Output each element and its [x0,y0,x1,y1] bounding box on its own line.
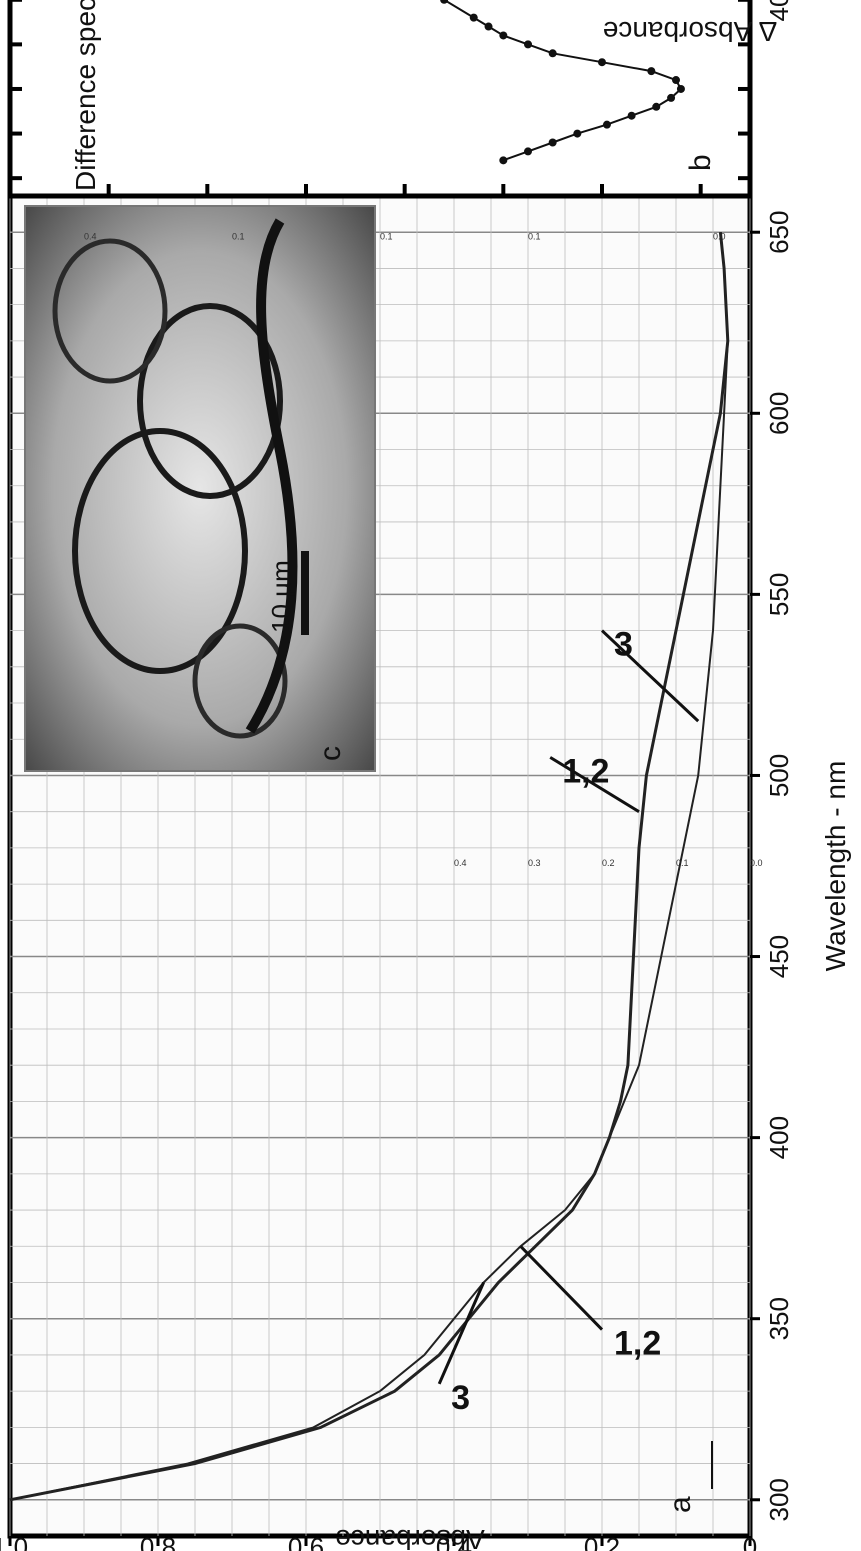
x-tick-label: 400 [764,0,794,21]
data-point [469,13,478,22]
panel-b-letter: b [684,154,717,171]
panel-b: 4005006000.080.060.040.020-0.02-0.04 Dif… [7,0,794,199]
data-point [548,49,557,58]
curve-label: 3 [614,626,633,664]
paper-label: 0.0 [750,858,763,868]
curve-label: 1,2 [562,752,609,790]
y-tick-label: 0.2 [584,1532,620,1551]
panel-b-ticks: 4005006000.080.060.040.020-0.02-0.04 [10,0,794,196]
annotation-leader [600,629,700,723]
data-point [573,129,582,138]
curve-label: 1,2 [614,1325,661,1363]
data-point [440,0,449,4]
x-tick-label: 400 [764,1116,794,1159]
panel-a-grid [9,196,751,1536]
series-line-3 [9,232,729,1501]
data-point [667,93,676,102]
paper-label: 0.1 [528,231,541,241]
x-axis-title: Wavelength - nm [820,761,851,972]
scale-bar-label: 10 µm [266,560,296,633]
data-point [676,84,685,93]
x-tick-label: 500 [764,754,794,797]
annotation-leader [519,1245,604,1331]
data-point [627,111,636,120]
data-point [647,67,656,76]
paper-label: 0.1 [232,231,245,241]
x-tick-label: 550 [764,573,794,616]
paper-label: 0.2 [602,858,615,868]
inset-cell [192,623,288,739]
annotation-leader [549,756,640,813]
paper-label: 0.4 [84,231,97,241]
inset-label: c [314,746,347,761]
y-tick-label: 0.8 [140,1532,176,1551]
inset-photo: c 10 µm [24,205,376,772]
x-tick-label: 300 [764,1478,794,1521]
inset-cell [137,303,283,499]
panel-a-ticks: 300 350 400 450 500 550 600 650 0 0.2 0.4 0.6 0.8 1.0 [0,211,794,1551]
data-point [499,156,508,165]
data-point [524,147,532,156]
y-tick-label: 0.6 [288,1532,324,1551]
inset-photo-image [24,205,376,772]
curve-annotations: 3 1,2 1,2 3 [437,626,700,1417]
series-line-1-2 [9,232,730,1502]
panel-a: c 10 µm 0.4 0.3 0.2 0.1 0.0 0.4 0.1 0.1 0.1 0.0 3… [0,193,851,1551]
data-point [598,58,606,67]
x-tick-label: 450 [764,935,794,978]
y-tick-label: 0.4 [436,1532,472,1551]
paper-label: 0.0 [713,231,726,241]
y-tick-label: 0 [743,1532,757,1551]
inset-cell [72,428,248,674]
y-axis-title-left: Absorbance [335,1524,484,1551]
data-point [499,31,508,40]
inset-cell [52,238,168,384]
panel-a-letter: a [664,1496,697,1513]
annotation-leader [437,1281,485,1385]
y-tick-label: 1.0 [0,1532,28,1551]
curve-label: 3 [451,1379,470,1417]
chart-paper-labels: 0.4 0.3 0.2 0.1 0.0 0.4 0.1 0.1 0.1 0.0 [84,231,763,868]
y-axis-title-right: Δ Absorbance [603,16,777,47]
data-point [602,120,611,129]
data-point [548,138,557,147]
paper-label: 0.3 [528,858,541,868]
data-point [524,40,532,49]
panel-a-curves [9,232,730,1502]
x-tick-label: 350 [764,1297,794,1340]
data-point [652,102,661,111]
paper-label: 0.4 [454,858,467,868]
data-point [672,76,680,85]
data-point [484,22,493,31]
paper-label: 0.1 [380,231,393,241]
inset-filament [245,218,298,734]
panel-b-title: Difference spectrum [70,0,101,191]
x-tick-label: 650 [764,211,794,254]
x-tick-label: 600 [764,392,794,435]
paper-label: 0.1 [676,858,689,868]
panel-b-curve [171,0,685,165]
panel-b-frame [7,0,753,199]
